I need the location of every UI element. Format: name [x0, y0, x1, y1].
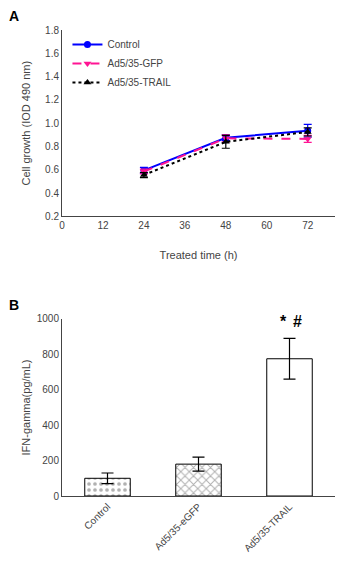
svg-text:Ad5/35-TRAIL: Ad5/35-TRAIL: [107, 77, 171, 88]
svg-text:1.4: 1.4: [45, 71, 59, 82]
svg-text:IFN-gamma(pg/mL): IFN-gamma(pg/mL): [20, 359, 32, 455]
svg-text:1.6: 1.6: [45, 48, 59, 59]
svg-text:0: 0: [59, 220, 65, 231]
svg-text:Ad5/35-eGFP: Ad5/35-eGFP: [152, 501, 203, 552]
svg-text:12: 12: [97, 220, 109, 231]
svg-text:0: 0: [53, 491, 59, 502]
svg-text:A: A: [9, 8, 19, 24]
svg-text:400: 400: [42, 420, 59, 431]
svg-text:Control: Control: [107, 39, 139, 50]
svg-text:#: #: [293, 313, 302, 330]
svg-text:600: 600: [42, 384, 59, 395]
svg-text:1.8: 1.8: [45, 25, 59, 36]
svg-text:60: 60: [261, 220, 273, 231]
svg-text:1000: 1000: [37, 313, 60, 324]
svg-text:*: *: [280, 313, 287, 330]
svg-text:Cell growth (IOD 490 nm): Cell growth (IOD 490 nm): [20, 61, 32, 186]
svg-text:0.2: 0.2: [45, 211, 59, 222]
svg-text:0.4: 0.4: [45, 188, 59, 199]
svg-text:B: B: [9, 297, 19, 313]
svg-text:24: 24: [138, 220, 150, 231]
svg-text:48: 48: [220, 220, 232, 231]
svg-text:800: 800: [42, 349, 59, 360]
svg-text:1.0: 1.0: [45, 118, 59, 129]
svg-text:36: 36: [179, 220, 191, 231]
svg-text:Ad5/35-TRAIL: Ad5/35-TRAIL: [242, 501, 295, 554]
svg-text:0.6: 0.6: [45, 164, 59, 175]
svg-text:200: 200: [42, 455, 59, 466]
svg-text:Ad5/35-GFP: Ad5/35-GFP: [107, 58, 163, 69]
svg-text:72: 72: [302, 220, 314, 231]
svg-text:Treated time (h): Treated time (h): [160, 249, 238, 261]
svg-text:Control: Control: [82, 501, 113, 532]
svg-text:1.2: 1.2: [45, 94, 59, 105]
svg-text:0.8: 0.8: [45, 141, 59, 152]
